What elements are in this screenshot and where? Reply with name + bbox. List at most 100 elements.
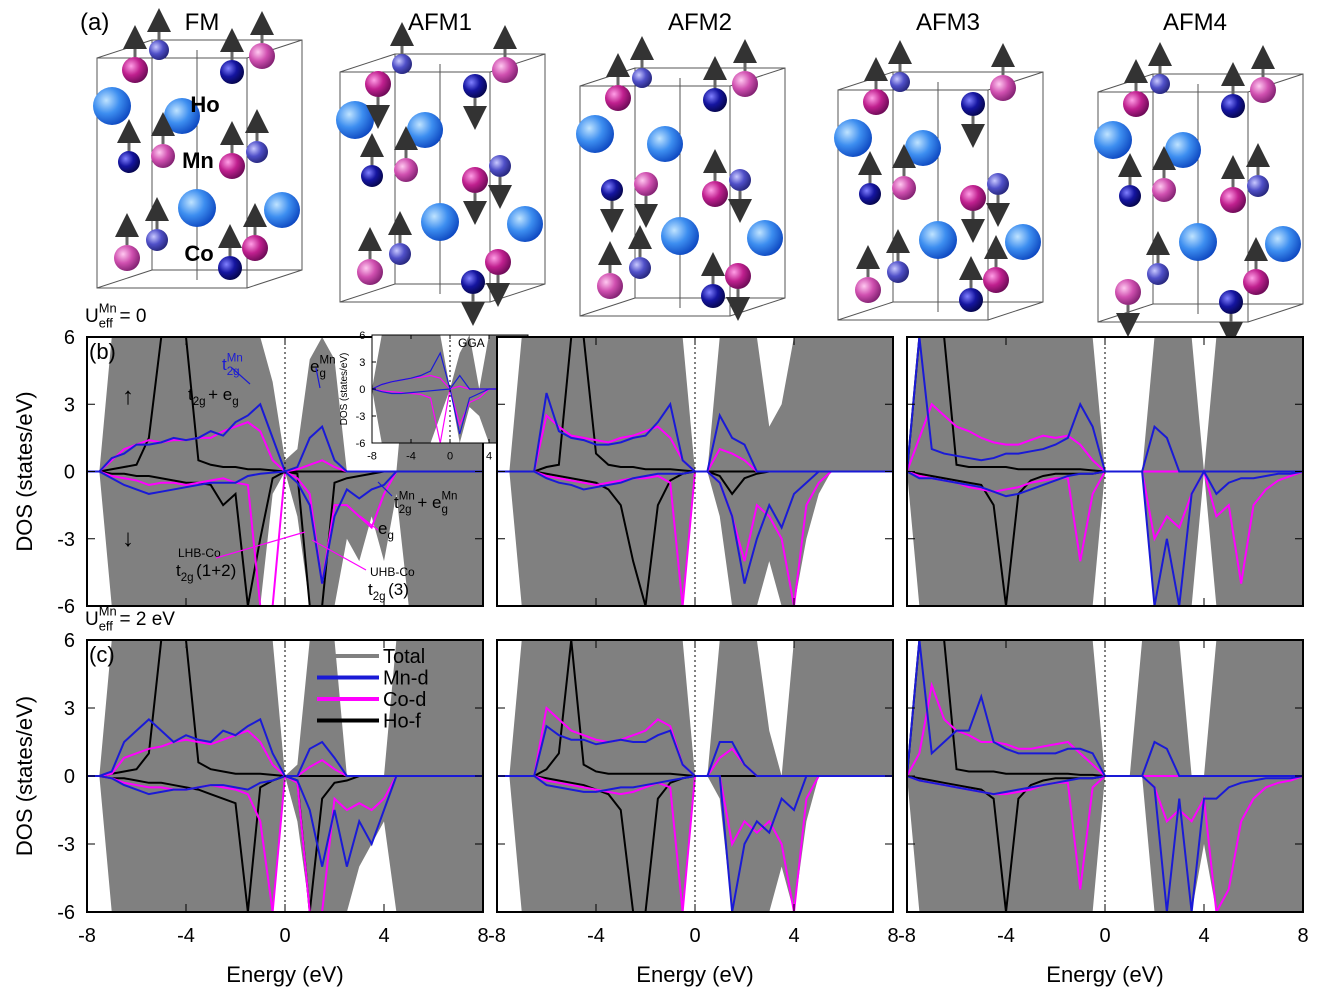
- total-dos: [907, 776, 1303, 912]
- atom: [702, 181, 728, 207]
- annotation: Mn: [227, 353, 243, 365]
- cell-edge: [339, 53, 396, 73]
- annotation-pointer: [377, 481, 393, 497]
- y-tick-label: -3: [57, 529, 75, 551]
- annotation: t: [188, 385, 193, 404]
- x-tick-label: 8: [887, 925, 898, 947]
- total-dos: [497, 337, 893, 472]
- atom: [1123, 91, 1149, 117]
- atom: [959, 288, 983, 312]
- atom: [887, 261, 909, 283]
- atom: [1243, 269, 1269, 295]
- total-dos: [87, 640, 483, 776]
- atom: [463, 74, 487, 98]
- atom: [462, 167, 488, 193]
- x-tick-label: 4: [378, 925, 389, 947]
- atom: [859, 183, 881, 205]
- inset-y-label: DOS (states/eV): [339, 353, 350, 426]
- cell-edge: [339, 283, 396, 303]
- y-tick-label: 6: [64, 630, 75, 652]
- annotation: t: [222, 355, 227, 374]
- total-dos: [907, 337, 1303, 472]
- cell-edge: [579, 297, 636, 317]
- atom: [703, 88, 727, 112]
- u-label: Mn: [99, 604, 117, 619]
- x-axis-label: Energy (eV): [636, 962, 753, 987]
- x-tick-label: -4: [406, 451, 416, 463]
- y-tick-label: 0: [64, 462, 75, 484]
- annotation: t: [176, 561, 181, 580]
- cell-edge: [837, 301, 894, 321]
- panel-label: (b): [89, 339, 116, 364]
- atom: [218, 256, 242, 280]
- structure: [93, 8, 303, 289]
- annotation-pointer: [311, 539, 367, 571]
- x-tick-label: -4: [997, 925, 1015, 947]
- atom: [485, 249, 511, 275]
- annotation: UHB-Co: [370, 565, 415, 579]
- y-tick-label: 0: [359, 384, 365, 396]
- annotation: + e: [417, 493, 441, 512]
- annotation: e: [378, 519, 387, 538]
- atom: [1179, 223, 1217, 261]
- atom: [729, 169, 751, 191]
- atom: [629, 257, 651, 279]
- plot-area: [497, 640, 893, 912]
- total-dos: [907, 471, 1303, 606]
- annotation: 2g: [373, 591, 386, 603]
- atom: [246, 141, 268, 163]
- legend-label: Ho-f: [383, 711, 421, 733]
- total-dos: [87, 471, 483, 606]
- cell-edge: [987, 301, 1044, 321]
- structure-title: FM: [185, 9, 220, 36]
- atom: [1094, 121, 1132, 159]
- u-label: U: [85, 306, 99, 327]
- atom: [114, 245, 140, 271]
- y-tick-label: -3: [57, 834, 75, 856]
- atom: [146, 229, 168, 251]
- annotation: e: [310, 357, 319, 376]
- annotation-pointer: [231, 367, 251, 385]
- atom: [1005, 224, 1041, 260]
- atom: [960, 185, 986, 211]
- x-tick-label: 4: [1198, 925, 1209, 947]
- x-tick-label: 0: [447, 451, 453, 463]
- atom: [249, 43, 275, 69]
- y-tick-label: 6: [359, 330, 365, 342]
- atom-label: Co: [184, 241, 213, 266]
- atom: [987, 173, 1009, 195]
- atom: [461, 270, 485, 294]
- plot-area: [907, 337, 1303, 606]
- u-label: Mn: [99, 301, 117, 316]
- annotation: (3): [388, 580, 409, 599]
- total-dos: [372, 335, 528, 389]
- structure-title: AFM2: [668, 9, 732, 36]
- x-tick-label: 8: [1297, 925, 1308, 947]
- atom: [149, 40, 169, 60]
- atom: [725, 263, 751, 289]
- atom: [151, 144, 175, 168]
- atom: [1220, 187, 1246, 213]
- atom: [357, 259, 383, 285]
- structure-title: AFM3: [916, 9, 980, 36]
- legend-label: Total: [383, 646, 425, 668]
- plot-area: [497, 337, 893, 606]
- atom-label: Ho: [190, 92, 219, 117]
- panel-label: (a): [80, 9, 109, 36]
- cell-edge: [579, 67, 636, 87]
- total-dos: [497, 640, 893, 776]
- atom: [361, 165, 383, 187]
- annotation: t: [368, 580, 373, 599]
- pdos-line: [87, 470, 483, 584]
- annotation: ↑: [122, 383, 134, 410]
- pdos-line: [907, 469, 1303, 606]
- annotation-pointer: [215, 531, 306, 559]
- atom: [421, 203, 459, 241]
- atom: [118, 151, 140, 173]
- structure-title: AFM4: [1163, 9, 1227, 36]
- x-tick-label: -4: [177, 925, 195, 947]
- atom: [336, 101, 374, 139]
- atom: [1152, 178, 1176, 202]
- x-tick-label: 4: [486, 451, 492, 463]
- annotation: t: [394, 493, 399, 512]
